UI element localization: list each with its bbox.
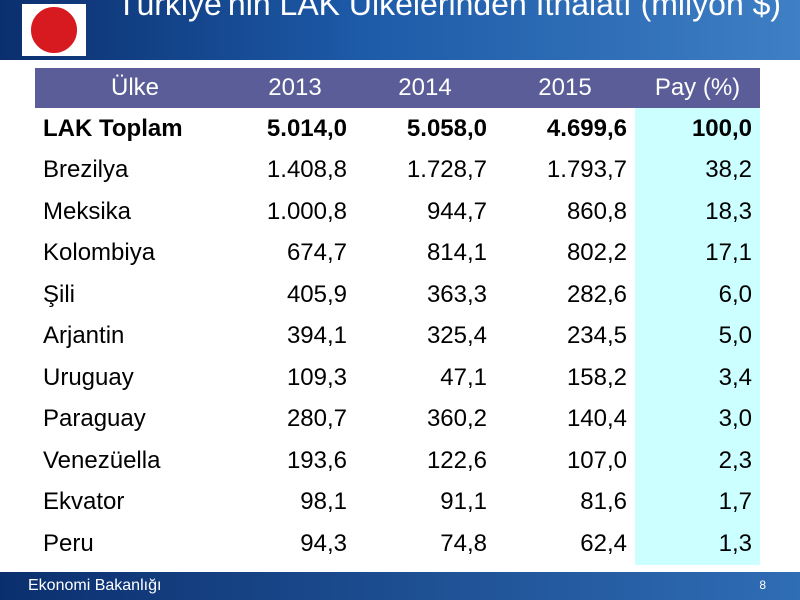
value-cell: 62,4 [580, 529, 627, 557]
value-cell: 6,0 [635, 274, 760, 316]
value-cell: 5.014,0 [266, 114, 347, 142]
value-cell: 405,9 [286, 280, 347, 308]
value-cell: 3,4 [635, 357, 760, 399]
table-row: Brezilya 1.408,8 1.728,7 1.793,7 38,2 [35, 149, 760, 191]
value-cell: 100,0 [635, 108, 760, 150]
footer-text: Ekonomi Bakanlığı [28, 577, 162, 594]
country-cell: Arjantin [43, 322, 125, 350]
value-cell: 74,8 [440, 529, 487, 557]
table-row: Kolombiya 674,7 814,1 802,2 17,1 [35, 232, 760, 274]
value-cell: 860,8 [566, 197, 627, 225]
value-cell: 5.058,0 [406, 114, 487, 142]
value-cell: 2,3 [635, 440, 760, 482]
value-cell: 1.793,7 [546, 156, 627, 184]
value-cell: 280,7 [286, 405, 347, 433]
logo-emblem [28, 4, 80, 56]
value-cell: 91,1 [440, 488, 487, 516]
value-cell: 47,1 [440, 363, 487, 391]
import-table: Ülke 2013 2014 2015 Pay (%) LAK Toplam 5.014,… [35, 68, 760, 565]
value-cell: 140,4 [566, 405, 627, 433]
country-cell: Brezilya [43, 156, 129, 184]
value-cell: 94,3 [300, 529, 347, 557]
column-header: Pay (%) [635, 68, 760, 108]
value-cell: 4.699,6 [546, 114, 627, 142]
value-cell: 1,7 [635, 481, 760, 523]
value-cell: 325,4 [426, 322, 487, 350]
column-header: 2014 [355, 68, 495, 108]
value-cell: 17,1 [635, 232, 760, 274]
value-cell: 802,2 [566, 239, 627, 267]
value-cell: 814,1 [426, 239, 487, 267]
value-cell: 98,1 [300, 488, 347, 516]
value-cell: 1.728,7 [406, 156, 487, 184]
value-cell: 5,0 [635, 315, 760, 357]
value-cell: 158,2 [566, 363, 627, 391]
table-row: LAK Toplam 5.014,0 5.058,0 4.699,6 100,0 [35, 108, 760, 150]
value-cell: 234,5 [566, 322, 627, 350]
value-cell: 81,6 [580, 488, 627, 516]
country-cell: Uruguay [43, 363, 134, 391]
value-cell: 38,2 [635, 149, 760, 191]
column-header: 2013 [235, 68, 355, 108]
country-cell: Ekvator [43, 488, 125, 516]
value-cell: 107,0 [566, 446, 627, 474]
value-cell: 1,3 [635, 523, 760, 565]
table-row: Arjantin 394,1 325,4 234,5 5,0 [35, 315, 760, 357]
country-cell: Meksika [43, 197, 132, 225]
value-cell: 944,7 [426, 197, 487, 225]
table-row: Uruguay 109,3 47,1 158,2 3,4 [35, 357, 760, 399]
value-cell: 674,7 [286, 239, 347, 267]
header-row: Ülke 2013 2014 2015 Pay (%) [35, 68, 760, 108]
logo [22, 4, 86, 56]
country-cell: LAK Toplam [43, 114, 183, 142]
footer-band: Ekonomi Bakanlığı 8 [0, 572, 800, 600]
table-row: Peru 94,3 74,8 62,4 1,3 [35, 523, 760, 565]
table-row: Ekvator 98,1 91,1 81,6 1,7 [35, 481, 760, 523]
value-cell: 282,6 [566, 280, 627, 308]
value-cell: 394,1 [286, 322, 347, 350]
country-cell: Paraguay [43, 405, 146, 433]
column-header: Ülke [35, 68, 235, 108]
value-cell: 3,0 [635, 398, 760, 440]
table-row: Paraguay 280,7 360,2 140,4 3,0 [35, 398, 760, 440]
country-cell: Şili [43, 280, 76, 308]
table-row: Venezüella 193,6 122,6 107,0 2,3 [35, 440, 760, 482]
value-cell: 360,2 [426, 405, 487, 433]
country-cell: Venezüella [43, 446, 161, 474]
country-cell: Kolombiya [43, 239, 156, 267]
value-cell: 1.000,8 [266, 197, 347, 225]
value-cell: 193,6 [286, 446, 347, 474]
value-cell: 109,3 [286, 363, 347, 391]
column-header: 2015 [495, 68, 635, 108]
table-body: LAK Toplam 5.014,0 5.058,0 4.699,6 100,0 Brez… [35, 108, 760, 565]
slide-title: Türkiye'nin LAK Ülkelerinden İthalatı (m… [116, 0, 782, 22]
value-cell: 363,3 [426, 280, 487, 308]
table-row: Şili 405,9 363,3 282,6 6,0 [35, 274, 760, 316]
value-cell: 18,3 [635, 191, 760, 233]
country-cell: Peru [43, 529, 94, 557]
page-number: 8 [759, 578, 766, 592]
value-cell: 1.408,8 [266, 156, 347, 184]
value-cell: 122,6 [426, 446, 487, 474]
header-band: Türkiye'nin LAK Ülkelerinden İthalatı (m… [0, 0, 800, 60]
table-row: Meksika 1.000,8 944,7 860,8 18,3 [35, 191, 760, 233]
